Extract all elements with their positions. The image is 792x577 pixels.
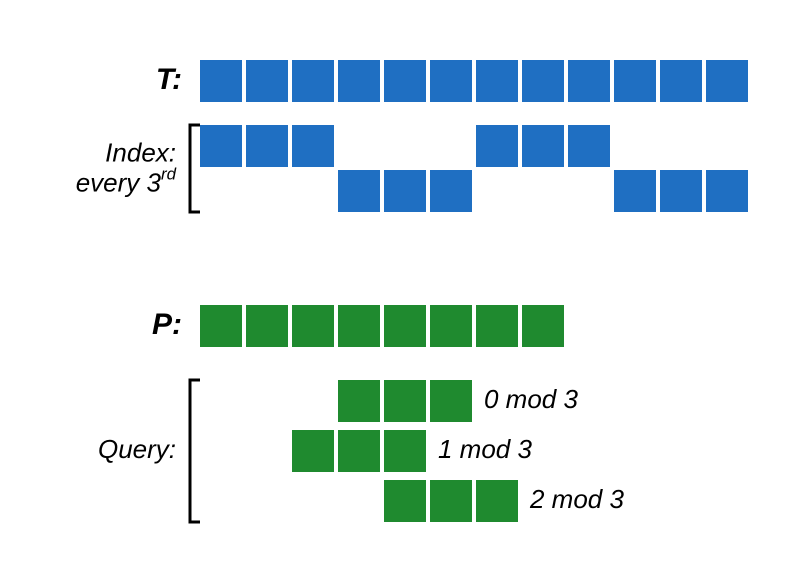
t-square <box>338 60 380 102</box>
index-square-bot <box>384 170 426 212</box>
p-square <box>476 305 518 347</box>
index-square-top <box>200 125 242 167</box>
t-square <box>200 60 242 102</box>
index-square-top <box>292 125 334 167</box>
p-square <box>430 305 472 347</box>
index-label-line1: Index: <box>105 137 176 167</box>
t-square <box>430 60 472 102</box>
query-annot: 0 mod 3 <box>484 384 578 414</box>
t-square <box>292 60 334 102</box>
index-square-top <box>246 125 288 167</box>
p-square <box>522 305 564 347</box>
index-square-bot <box>706 170 748 212</box>
index-square-bot <box>614 170 656 212</box>
p-square <box>384 305 426 347</box>
index-square-bot <box>338 170 380 212</box>
t-square <box>476 60 518 102</box>
query-square <box>384 380 426 422</box>
query-square <box>430 480 472 522</box>
query-annot: 1 mod 3 <box>438 434 532 464</box>
query-square <box>338 430 380 472</box>
p-square <box>200 305 242 347</box>
t-square <box>614 60 656 102</box>
index-square-top <box>568 125 610 167</box>
t-label: T: <box>156 63 182 96</box>
p-square <box>338 305 380 347</box>
index-square-bot <box>430 170 472 212</box>
query-square <box>292 430 334 472</box>
t-square <box>706 60 748 102</box>
index-square-top <box>522 125 564 167</box>
query-square <box>476 480 518 522</box>
query-label: Query: <box>98 434 176 464</box>
t-square <box>660 60 702 102</box>
index-square-bot <box>660 170 702 212</box>
t-square <box>246 60 288 102</box>
query-square <box>338 380 380 422</box>
query-square <box>384 430 426 472</box>
query-annot: 2 mod 3 <box>529 484 624 514</box>
index-square-top <box>476 125 518 167</box>
p-square <box>292 305 334 347</box>
query-square <box>384 480 426 522</box>
t-square <box>522 60 564 102</box>
t-square <box>384 60 426 102</box>
p-label: P: <box>152 308 182 341</box>
t-square <box>568 60 610 102</box>
p-square <box>246 305 288 347</box>
query-square <box>430 380 472 422</box>
